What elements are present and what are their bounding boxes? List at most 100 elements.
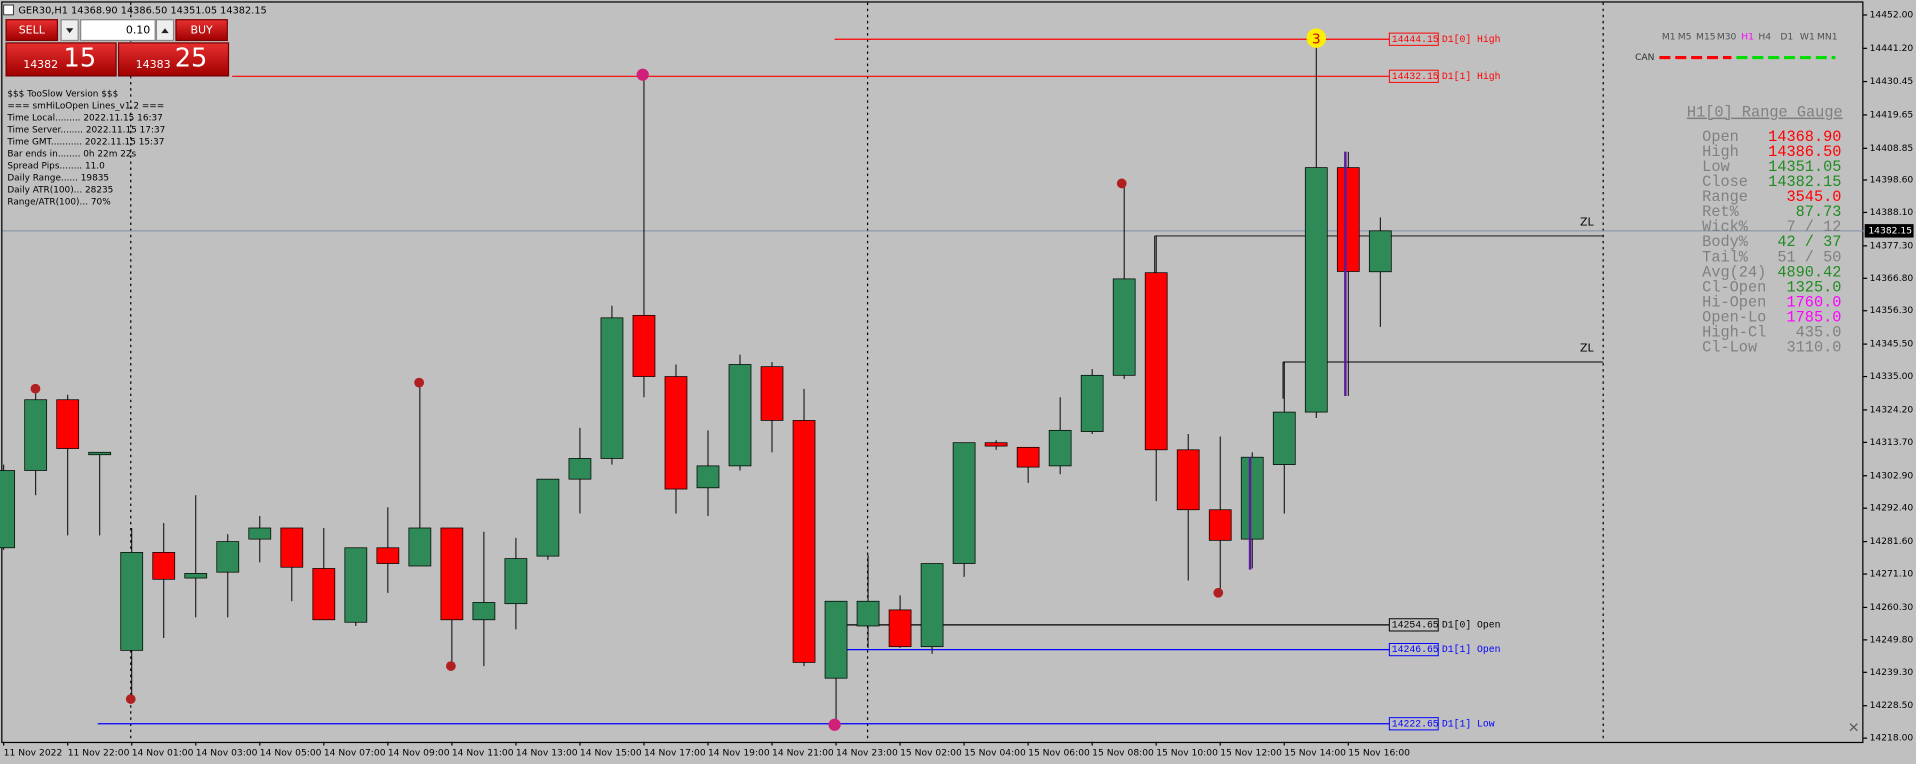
candle-body — [504, 558, 528, 605]
timeframe[interactable]: M30 — [1717, 31, 1737, 42]
level-marker — [828, 718, 841, 731]
candle-body — [216, 541, 240, 573]
sell-label: SELL — [19, 24, 46, 37]
corner-icon — [1849, 723, 1858, 732]
y-tick-label: 14228.50 — [1870, 700, 1914, 711]
candle-body — [88, 451, 112, 456]
level-value: 14222.65 — [1392, 718, 1439, 729]
sell-button[interactable] — [5, 19, 59, 42]
gauge-value: 3110.0 — [1786, 338, 1841, 356]
level-name: D1[0] High — [1442, 34, 1501, 45]
candle-body — [664, 376, 688, 490]
candle-body — [536, 478, 560, 557]
buy-price-box[interactable] — [117, 42, 230, 77]
x-tick-label: 15 Nov 08:00 — [1092, 747, 1154, 758]
swing-marker — [1116, 178, 1127, 189]
candle-body — [376, 547, 400, 564]
candle-body — [1336, 167, 1360, 272]
x-tick-label: 14 Nov 05:00 — [260, 747, 322, 758]
candle-body — [1112, 278, 1136, 376]
level-value-box — [1388, 69, 1439, 83]
gauge-label: Tail% — [1702, 248, 1749, 266]
y-tick-label: 14260.30 — [1870, 602, 1914, 613]
candle-body — [696, 465, 720, 489]
candle-body — [1016, 446, 1040, 468]
candle-body — [472, 602, 496, 621]
gauge-value: 51 / 50 — [1777, 248, 1841, 266]
trade-panel: SELL 0.10 BUY 14382 15 14383 25 — [5, 19, 230, 77]
x-tick-label: 15 Nov 04:00 — [964, 747, 1026, 758]
gauge-label: Cl-Low — [1702, 338, 1757, 356]
current-price-label: 14382.15 — [1868, 225, 1912, 236]
candle-body — [1240, 456, 1264, 540]
info-line: Daily Range...... 19835 — [7, 174, 109, 184]
x-tick-label: 15 Nov 06:00 — [1028, 747, 1090, 758]
info-line: Time Server........ 2022.11.15 17:37 — [6, 126, 165, 136]
x-tick-label: 14 Nov 19:00 — [708, 747, 770, 758]
gauge-label: Cl-Open — [1702, 278, 1766, 296]
bid-pips: 15 — [64, 43, 97, 73]
sell-price-box[interactable] — [5, 42, 117, 77]
timeframe[interactable]: MN1 — [1817, 31, 1838, 42]
candle-body — [1368, 230, 1392, 273]
lots-value: 0.10 — [126, 24, 150, 37]
y-tick-label: 14419.65 — [1870, 109, 1914, 120]
range-gauge: Open 14368.90 High 14386.50 Low 14351.05 Close… — [1702, 128, 1841, 356]
candle-body — [56, 399, 80, 449]
candle-body — [888, 609, 912, 648]
buy-label: BUY — [190, 24, 213, 37]
timeframe[interactable]: M5 — [1678, 31, 1692, 42]
gauge-value: 87.73 — [1796, 203, 1842, 221]
x-tick-label: 11 Nov 2022 — [4, 747, 63, 758]
x-tick-label: 14 Nov 13:00 — [516, 747, 578, 758]
candle-body — [1304, 167, 1328, 413]
symbol-icon — [3, 4, 14, 16]
candle-body — [344, 547, 368, 623]
gauge-value: 14351.05 — [1768, 158, 1841, 176]
timeframe[interactable]: H1 — [1741, 31, 1754, 42]
gauge-value: 14368.90 — [1768, 128, 1841, 146]
candle-body — [312, 568, 336, 621]
annotation: 3 — [1312, 32, 1321, 47]
y-tick-label: 14271.10 — [1870, 569, 1914, 580]
timeframe-bar: M1 M5 M15 M30 H1 H4 D1 W1 MN1 — [1662, 31, 1838, 42]
swing-marker — [446, 661, 456, 671]
x-tick-label: 15 Nov 12:00 — [1220, 747, 1282, 758]
x-tick-label: 15 Nov 10:00 — [1156, 747, 1218, 758]
info-line: Range/ATR(100)... 70% — [7, 198, 110, 208]
y-tick-label: 14452.00 — [1870, 9, 1914, 20]
timeframe[interactable]: W1 — [1800, 31, 1815, 42]
timeframe[interactable]: M15 — [1696, 31, 1716, 42]
x-tick-label: 14 Nov 17:00 — [644, 747, 706, 758]
y-tick-label: 14356.30 — [1870, 305, 1914, 316]
timeframe[interactable]: D1 — [1780, 31, 1793, 42]
timeframe[interactable]: M1 — [1662, 31, 1676, 42]
y-tick-label: 14302.90 — [1870, 470, 1914, 481]
ask-main: 14383 — [136, 58, 171, 71]
swing-marker — [414, 377, 425, 388]
plot-frame — [1, 1, 1864, 744]
x-tick-label: 14 Nov 01:00 — [132, 747, 194, 758]
gauge-value: 1760.0 — [1786, 293, 1841, 311]
y-tick-label: 14441.20 — [1870, 43, 1914, 54]
info-panel: $$$ TooSlow Version $$$ === smHiLoOpen Li… — [6, 90, 165, 208]
gauge-label: Close — [1702, 173, 1748, 191]
swing-marker — [125, 694, 136, 704]
timeframe[interactable]: H4 — [1758, 31, 1771, 42]
info-line: $$$ TooSlow Version $$$ — [7, 90, 118, 100]
candle-body — [1048, 429, 1072, 467]
candle-body — [856, 600, 880, 627]
x-tick-label: 15 Nov 16:00 — [1348, 747, 1410, 758]
buy-button[interactable] — [175, 19, 228, 42]
level-name: D1[1] High — [1442, 71, 1501, 82]
level-value: 14246.65 — [1392, 644, 1439, 655]
y-tick-label: 14430.45 — [1870, 76, 1914, 87]
gauge-value: 14386.50 — [1768, 143, 1841, 161]
y-tick-label: 14408.85 — [1870, 143, 1914, 154]
x-tick-label: 14 Nov 11:00 — [452, 747, 514, 758]
x-tick-label: 14 Nov 21:00 — [772, 747, 834, 758]
lots-input[interactable] — [80, 19, 156, 42]
gauge-value: 435.0 — [1796, 323, 1842, 341]
gauge-value: 4890.42 — [1777, 263, 1841, 281]
